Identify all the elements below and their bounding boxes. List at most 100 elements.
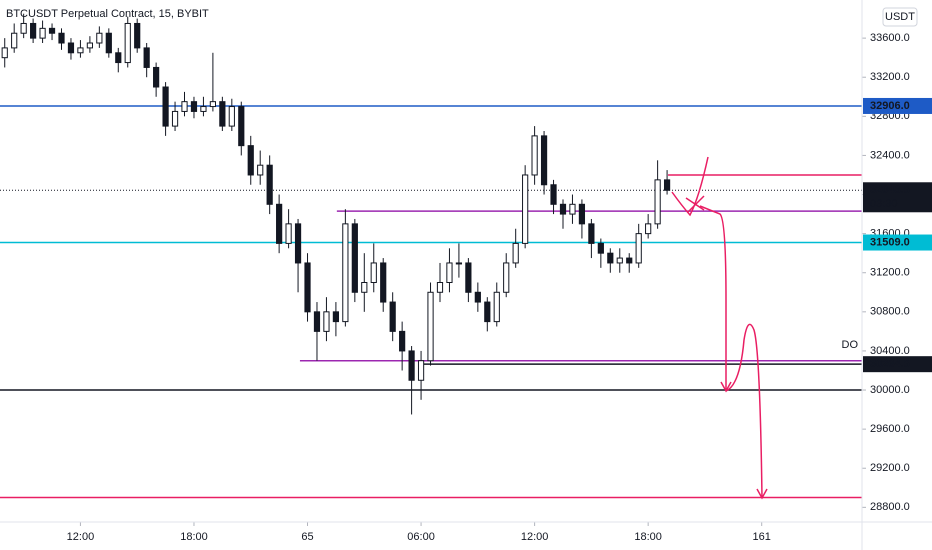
candle-body: [389, 301, 396, 332]
candle-body: [559, 203, 567, 215]
candle-body: [635, 233, 642, 264]
candle-body: [48, 27, 56, 34]
candle-body: [190, 101, 198, 112]
candle-body: [370, 262, 377, 284]
candle-body: [626, 257, 633, 264]
candle-body: [616, 257, 623, 264]
candle-body: [39, 27, 46, 39]
candle-body: [30, 22, 37, 39]
drawn-arrow: [725, 323, 763, 499]
candle-body: [96, 32, 103, 44]
candle-body: [124, 22, 131, 64]
y-tick-label: 29200.0: [870, 462, 910, 474]
currency-button[interactable]: [882, 7, 918, 27]
candle-body: [455, 262, 463, 265]
candle-body: [503, 262, 510, 293]
candle-body: [578, 203, 586, 225]
drawn-check: [671, 156, 709, 217]
candle-body: [654, 179, 661, 225]
candle-body: [257, 164, 264, 176]
candle-body: [417, 360, 425, 381]
candle-body: [550, 184, 557, 205]
y-tick-label: 31200.0: [870, 267, 910, 279]
candle-body: [323, 311, 330, 332]
candle-body: [361, 282, 368, 293]
candle-body: [67, 42, 75, 54]
candle-body: [115, 52, 122, 64]
y-tick-label: 29600.0: [870, 423, 910, 435]
candle-body: [663, 179, 671, 191]
candle-body: [313, 311, 321, 332]
candle-body: [304, 262, 311, 313]
price-label-box: [863, 356, 932, 373]
candle-body: [247, 145, 254, 176]
candle-body: [493, 291, 500, 323]
y-tick-label: 33600.0: [870, 32, 910, 44]
y-tick-label: 30400.0: [870, 345, 910, 357]
candle-body: [228, 106, 235, 127]
candle-body: [11, 32, 18, 49]
candle-body: [58, 32, 65, 44]
drawn-arrow: [699, 205, 727, 390]
candle-body: [209, 101, 216, 108]
candle-body: [171, 110, 179, 127]
candle-body: [436, 282, 444, 293]
candle-body: [380, 262, 387, 303]
candle-body: [588, 223, 595, 244]
candle-body: [569, 203, 576, 215]
candle-body: [86, 42, 93, 49]
candle-body: [105, 32, 112, 54]
x-tick-label: 12:00: [67, 531, 95, 543]
candle-body: [446, 262, 453, 284]
candle-body: [181, 101, 188, 112]
candle-body: [512, 242, 519, 264]
x-tick-label: 161: [753, 531, 771, 543]
price-label-box: [863, 182, 932, 213]
candle-body: [238, 106, 245, 147]
candle-body: [465, 262, 472, 293]
price-label-box: [863, 97, 932, 114]
drawn-cross: [685, 195, 705, 213]
arrow-head: [756, 488, 768, 500]
y-tick-label: 33200.0: [870, 71, 910, 83]
drawing: [671, 156, 768, 500]
candle-body: [1, 47, 8, 59]
candle-body: [285, 223, 292, 244]
candle-body: [607, 252, 614, 264]
candle-body: [294, 223, 302, 264]
candle-body: [645, 223, 652, 235]
candle-body: [276, 203, 283, 244]
candle-body: [531, 135, 538, 176]
candle-body: [399, 330, 406, 352]
candle-body: [162, 86, 169, 127]
annotation: DO: [842, 339, 859, 351]
y-tick-label: 30000.0: [870, 384, 910, 396]
price-label-box: [863, 234, 932, 251]
candle-body: [219, 101, 226, 127]
y-tick-label: 28800.0: [870, 501, 910, 513]
y-tick-label: 32400.0: [870, 149, 910, 161]
candle-body: [474, 291, 481, 303]
candle-body: [351, 223, 358, 293]
x-tick-label: 18:00: [180, 531, 208, 543]
candle-body: [540, 135, 548, 186]
candle-body: [427, 291, 434, 362]
candle-body: [77, 47, 84, 54]
currency[interactable]: USDT: [885, 11, 915, 23]
candle-body: [522, 174, 529, 244]
candle-body: [266, 164, 273, 205]
candle-body: [20, 22, 27, 34]
price-label: 31509.0: [870, 236, 910, 248]
candle-body: [153, 66, 160, 88]
x-tick-label: 18:00: [634, 531, 662, 543]
price-label: 30264.5: [870, 358, 910, 370]
x-tick-label: 12:00: [521, 531, 549, 543]
chart-title: BTCUSDT Perpetual Contract, 15, BYBIT: [6, 8, 209, 20]
y-tick-label: 30800.0: [870, 306, 910, 318]
countdown: 03:30: [870, 198, 898, 210]
candle-body: [342, 223, 349, 323]
candle-body: [200, 106, 207, 112]
candle-body: [408, 350, 415, 381]
